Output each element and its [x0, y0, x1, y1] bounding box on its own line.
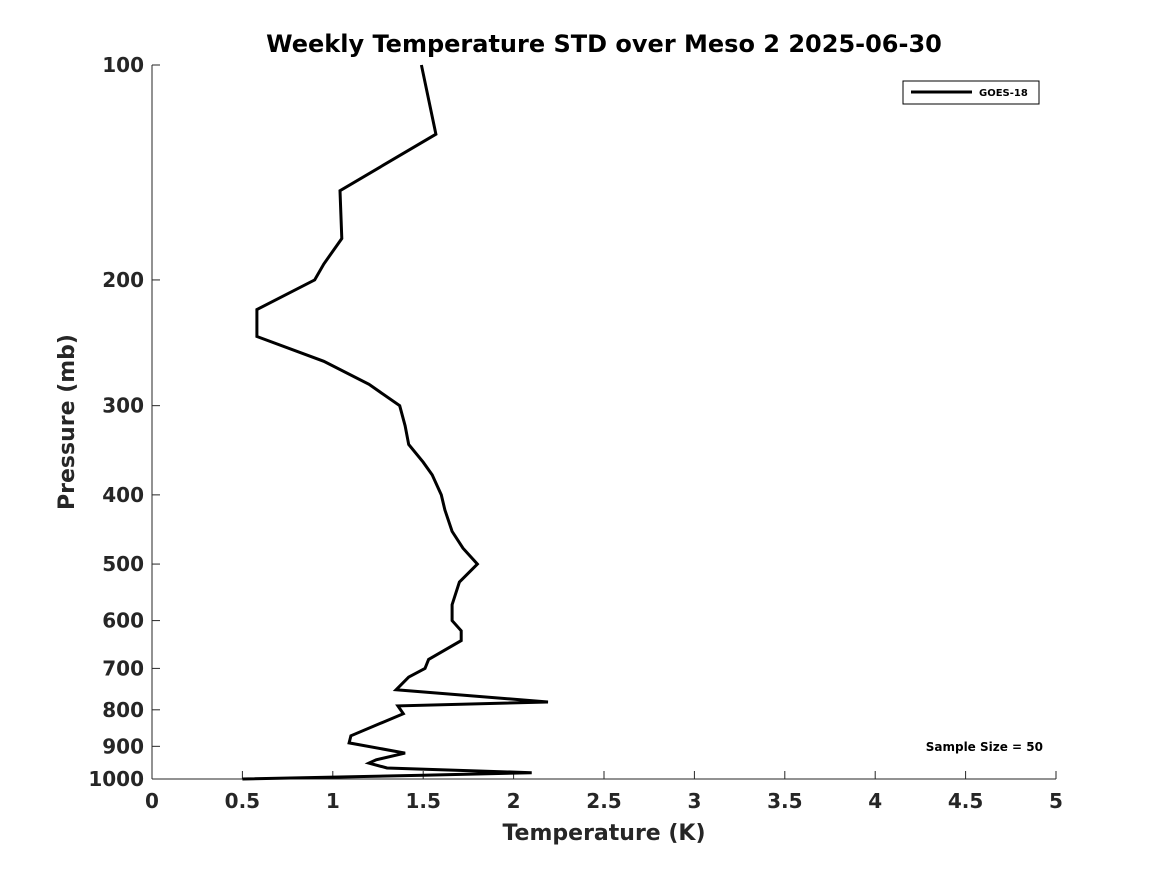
y-tick-label: 1000	[88, 767, 144, 791]
y-axis: 100 200 300 400 500 600 700 800 900 1000	[88, 53, 160, 791]
x-axis: 0 0.5 1 1.5 2 2.5 3 3.5 4 4.5 5	[145, 771, 1063, 813]
x-axis-label: Temperature (K)	[502, 821, 705, 846]
x-tick-label: 3.5	[767, 789, 802, 813]
y-tick-label: 900	[102, 734, 144, 758]
y-tick-label: 100	[102, 53, 144, 77]
y-tick-label: 500	[102, 552, 144, 576]
y-tick-label: 300	[102, 394, 144, 418]
x-tick-label: 1	[326, 789, 340, 813]
x-tick-label: 4.5	[948, 789, 983, 813]
x-tick-label: 3	[687, 789, 701, 813]
x-tick-label: 2.5	[586, 789, 621, 813]
x-tick-label: 0	[145, 789, 159, 813]
x-tick-label: 2	[507, 789, 521, 813]
legend-label: GOES-18	[979, 88, 1028, 99]
chart-title: Weekly Temperature STD over Meso 2 2025-…	[266, 30, 942, 58]
x-tick-label: 4	[868, 789, 882, 813]
y-tick-label: 600	[102, 609, 144, 633]
legend: GOES-18	[902, 80, 1040, 105]
sample-size-annotation: Sample Size = 50	[926, 740, 1043, 754]
series-line-goes18	[242, 64, 549, 781]
y-tick-label: 200	[102, 268, 144, 292]
y-tick-label: 800	[102, 698, 144, 722]
x-tick-label: 0.5	[225, 789, 260, 813]
y-tick-label: 400	[102, 483, 144, 507]
x-tick-label: 1.5	[405, 789, 440, 813]
y-tick-label: 700	[102, 656, 144, 680]
plot-area	[152, 65, 1056, 779]
y-axis-label: Pressure (mb)	[55, 334, 80, 510]
x-tick-label: 5	[1049, 789, 1063, 813]
